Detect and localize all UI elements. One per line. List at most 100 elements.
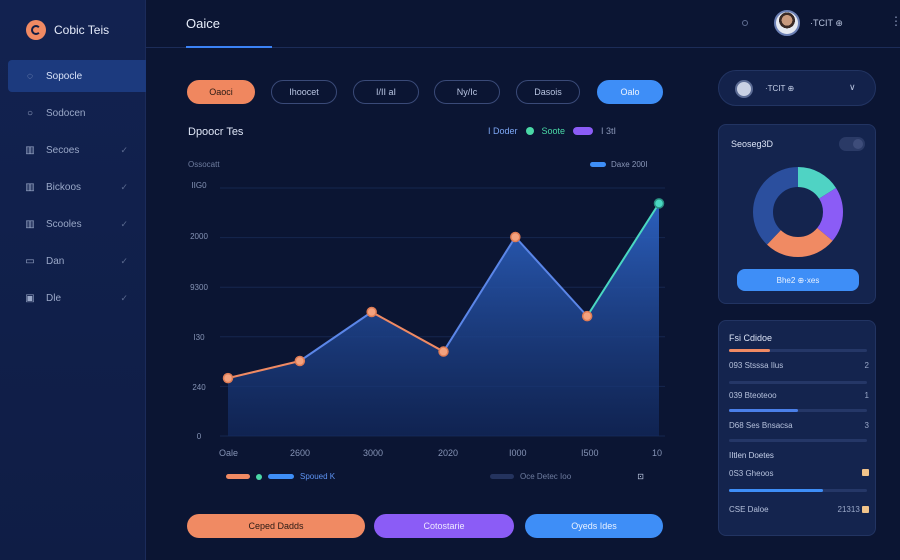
- user-dropdown-label: ·TCIT ⊕: [765, 84, 795, 93]
- filter-pill-1[interactable]: Ihoocet: [271, 80, 337, 104]
- x-tick-label: I500: [581, 448, 599, 458]
- chart-legend-right: Daxe 200I: [590, 160, 647, 169]
- logo-icon: [26, 20, 46, 40]
- list-item[interactable]: 093 Stsssa Ilus 2: [729, 361, 869, 370]
- sidebar-item-sopocle[interactable]: ◌ Sopocle: [8, 60, 146, 92]
- progress-fill: [729, 409, 798, 412]
- action-button-1[interactable]: Cotostarie: [374, 514, 514, 538]
- action-button-2[interactable]: Oyeds Ides: [525, 514, 663, 538]
- series-line-segment: [227, 360, 301, 380]
- sidebar-item-label: Dan: [46, 255, 65, 267]
- page-title: Oaice: [186, 16, 220, 31]
- more-icon[interactable]: ⋮: [890, 14, 900, 28]
- x-tick-label: I000: [509, 448, 527, 458]
- chart-series-points: [222, 198, 665, 384]
- user-dropdown[interactable]: ·TCIT ⊕ ∨: [718, 70, 876, 106]
- donut-chart: [753, 167, 843, 257]
- legend-label-series-b: Soote: [541, 126, 566, 136]
- data-point[interactable]: [294, 355, 306, 367]
- progress-fill: [729, 349, 771, 352]
- chevron-icon: ✓: [120, 181, 128, 192]
- header: Oaice ·TCIT ⊕ ⋮: [146, 0, 900, 48]
- sidebar-item-label: Scooles: [46, 218, 82, 230]
- list-item[interactable]: D68 Ses Bnsacsa 3: [729, 421, 869, 430]
- filter-pill-3[interactable]: Ny/Ic: [434, 80, 500, 104]
- list-item-value: 3: [864, 421, 869, 430]
- list-item-label: CSE Daloe: [729, 505, 769, 514]
- sidebar-item-secoes[interactable]: ▥ Secoes ✓: [8, 134, 146, 166]
- data-point[interactable]: [581, 310, 593, 322]
- chart-icon: ▥: [25, 218, 35, 230]
- sidebar-item-dan[interactable]: ▭ Dan ✓: [8, 245, 146, 277]
- chevron-icon: ✓: [120, 255, 128, 266]
- donut-slice[interactable]: [753, 167, 843, 257]
- progress-bar: [729, 489, 867, 492]
- list-item-value: 1: [864, 391, 869, 400]
- folder-icon: ▣: [25, 292, 35, 304]
- chevron-icon: ✓: [120, 218, 128, 229]
- list-item-label: D68 Ses Bnsacsa: [729, 421, 793, 430]
- area-chart: [220, 187, 665, 437]
- legend-swatch-dark: [490, 474, 514, 479]
- y-tick-label: 9300: [190, 283, 208, 292]
- list-item[interactable]: 039 Bteoteoo 1: [729, 391, 869, 400]
- data-point[interactable]: [653, 198, 665, 209]
- list-card: Fsi Cdidoe 093 Stsssa Ilus 2 039 Bteoteo…: [718, 320, 876, 536]
- expand-icon[interactable]: ⊡: [637, 472, 644, 481]
- legend-swatch-orange: [226, 474, 250, 479]
- toggle-switch[interactable]: [839, 137, 865, 151]
- chart-icon: ▥: [25, 181, 35, 193]
- legend-label-right: Daxe 200I: [611, 160, 648, 169]
- filter-pill-4[interactable]: Dasois: [516, 80, 580, 104]
- list-item-value: 21313: [837, 505, 860, 514]
- square-icon: [862, 506, 869, 514]
- chart-legend-top: I Doder Soote I 3tI: [488, 126, 616, 136]
- list-item-value: 2: [864, 361, 869, 370]
- filter-pill-2[interactable]: I/II aI: [353, 80, 419, 104]
- legend-swatch-green: [256, 473, 262, 480]
- sidebar-item-label: Dle: [46, 292, 62, 304]
- data-point[interactable]: [510, 231, 521, 243]
- y-tick-label: IIG0: [191, 181, 207, 190]
- data-point[interactable]: [222, 372, 234, 384]
- data-point[interactable]: [366, 306, 377, 318]
- series-line-segment: [299, 311, 373, 362]
- list-item-label: 039 Bteoteoo: [729, 391, 777, 400]
- progress-bar: [729, 409, 867, 412]
- notification-dot-icon[interactable]: [742, 20, 748, 26]
- brand[interactable]: Cobic Teis: [0, 0, 145, 46]
- donut-slice[interactable]: [753, 167, 843, 257]
- donut-action-button[interactable]: Bhe2 ⊕·xes: [737, 269, 859, 291]
- filter-pill-0[interactable]: Oaoci: [187, 80, 255, 104]
- circle-outline-icon: ○: [26, 107, 34, 119]
- chevron-icon: ✓: [120, 144, 128, 155]
- avatar[interactable]: [774, 10, 800, 36]
- sidebar-item-bickoos[interactable]: ▥ Bickoos ✓: [8, 171, 146, 203]
- document-icon: ▭: [25, 255, 35, 267]
- series-line-segment: [442, 236, 517, 353]
- list-item-label: 0S3 Gheoos: [729, 469, 774, 478]
- x-tick-label: 10: [652, 448, 663, 458]
- action-button-0[interactable]: Ceped Dadds: [187, 514, 365, 538]
- y-tick-label: I30: [193, 333, 205, 342]
- chevron-down-icon: ∨: [849, 82, 856, 92]
- data-point[interactable]: [438, 346, 449, 357]
- list-item[interactable]: 0S3 Gheoos: [729, 469, 869, 478]
- donut-slice[interactable]: [753, 167, 843, 257]
- sidebar: Cobic Teis ◌ Sopocle ○ Sodocen ▥ Secoes …: [0, 0, 146, 560]
- filter-pill-5[interactable]: Oalo: [597, 80, 663, 104]
- sidebar-item-dle[interactable]: ▣ Dle ✓: [8, 282, 146, 314]
- progress-bar: [729, 349, 867, 352]
- list-item-label: 093 Stsssa Ilus: [729, 361, 784, 370]
- chevron-icon: ✓: [120, 292, 128, 303]
- legend-swatch-blue: [590, 162, 606, 167]
- sidebar-item-scooles[interactable]: ▥ Scooles ✓: [8, 208, 146, 240]
- user-name[interactable]: ·TCIT ⊕: [810, 18, 843, 28]
- sidebar-item-sodocen[interactable]: ○ Sodocen: [8, 97, 146, 129]
- series-line-segment: [371, 311, 444, 353]
- legend-label-bottom-right: Oce Detec Ioo: [520, 472, 572, 481]
- sidebar-item-label: Sodocen: [46, 107, 86, 119]
- donut-card: Seoseg3D Bhe2 ⊕·xes: [718, 124, 876, 304]
- list-item[interactable]: CSE Daloe 21313: [729, 505, 869, 514]
- sidebar-item-label: Sopocle: [46, 70, 83, 82]
